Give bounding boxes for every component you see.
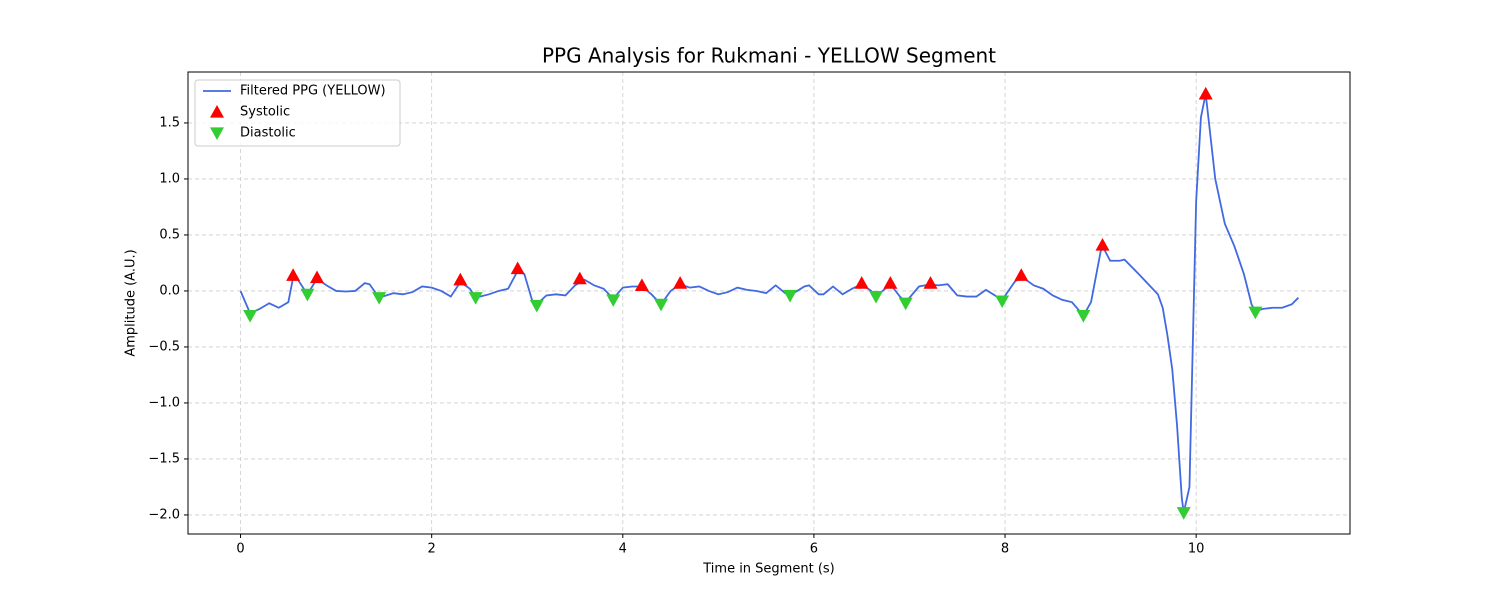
y-axis-label: Amplitude (A.U.) xyxy=(124,249,139,356)
diastolic-marker xyxy=(654,298,669,312)
y-tick-label: −2.0 xyxy=(148,507,180,522)
systolic-marker xyxy=(923,276,938,289)
legend-label: Diastolic xyxy=(240,126,296,141)
y-tick-label: −1.0 xyxy=(148,395,180,410)
y-tick-label: −1.5 xyxy=(148,451,180,466)
diastolic-marker xyxy=(898,297,913,311)
y-tick-label: 1.5 xyxy=(159,115,180,130)
chart-title: PPG Analysis for Rukmani - YELLOW Segmen… xyxy=(542,44,996,68)
plot-frame xyxy=(187,71,1351,535)
diastolic-marker xyxy=(606,294,621,307)
systolic-marker xyxy=(310,270,325,284)
systolic-marker xyxy=(1198,86,1213,100)
x-tick-label: 2 xyxy=(428,542,436,557)
y-tick-label: 0.5 xyxy=(159,227,180,242)
y-tick-label: 0.0 xyxy=(159,283,180,298)
y-tick-label: 1.0 xyxy=(159,171,180,186)
x-axis-label: Time in Segment (s) xyxy=(702,562,834,577)
systolic-marker xyxy=(1014,268,1029,281)
diastolic-marker xyxy=(995,295,1010,309)
diastolic-marker xyxy=(243,310,258,323)
systolic-marker xyxy=(854,276,869,289)
diastolic-marker xyxy=(468,292,483,305)
x-tick-label: 6 xyxy=(810,542,818,557)
diastolic-marker xyxy=(529,299,544,313)
systolic-marker xyxy=(1095,238,1110,251)
systolic-marker xyxy=(572,271,587,285)
legend-box xyxy=(194,79,401,147)
diastolic-marker xyxy=(1248,306,1263,320)
legend: Filtered PPG (YELLOW) Systolic Diastolic xyxy=(194,79,401,147)
legend-swatch xyxy=(210,127,224,140)
diastolic-marker xyxy=(1176,507,1191,520)
systolic-marker xyxy=(453,272,468,286)
diastolic-marker xyxy=(783,289,798,303)
x-tick-label: 10 xyxy=(1188,542,1205,557)
legend-swatch xyxy=(210,105,224,118)
x-tick-label: 4 xyxy=(619,542,627,557)
systolic-marker xyxy=(510,261,525,275)
diastolic-marker xyxy=(1076,310,1091,323)
diastolic-marker xyxy=(300,288,315,302)
legend-label: Filtered PPG (YELLOW) xyxy=(240,84,386,99)
diastolic-marker xyxy=(869,290,884,304)
y-tick-label: −0.5 xyxy=(148,339,180,354)
systolic-marker xyxy=(673,276,688,289)
systolic-marker xyxy=(286,268,301,281)
x-tick-label: 0 xyxy=(236,542,244,557)
systolic-marker xyxy=(883,276,898,289)
systolic-marker xyxy=(634,278,649,291)
legend-label: Systolic xyxy=(240,105,290,120)
x-tick-label: 8 xyxy=(1001,542,1009,557)
diastolic-marker xyxy=(372,292,387,305)
